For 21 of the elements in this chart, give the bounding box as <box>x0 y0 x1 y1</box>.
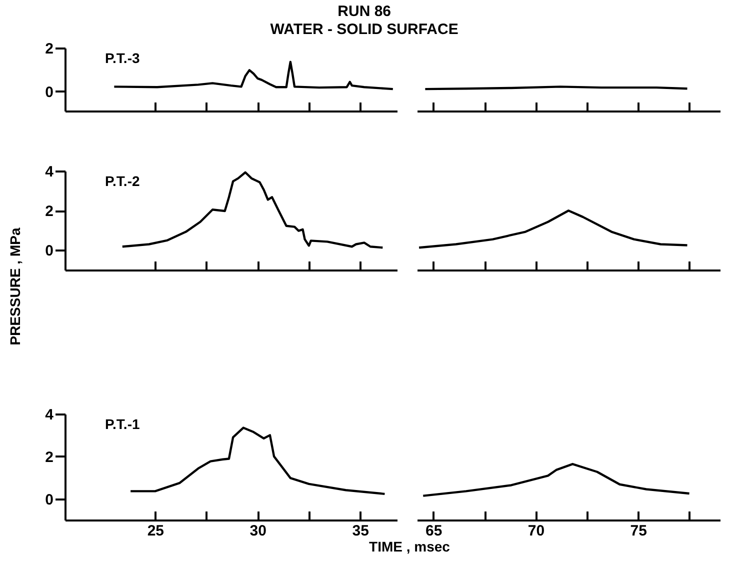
x-tick-label: 35 <box>352 522 369 540</box>
x-tick-label: 25 <box>147 522 164 540</box>
annotation: P.T.-2 <box>105 173 140 189</box>
y-tick-label: 0 <box>45 491 54 508</box>
x-tick-label: 65 <box>426 522 442 540</box>
annotation: P.T.-3 <box>105 50 140 66</box>
annotation: P.T.-1 <box>105 416 140 432</box>
chart-subtitle: WATER - SOLID SURFACE <box>270 21 458 38</box>
y-axis-title: PRESSURE , MPa <box>7 228 24 346</box>
x-tick-label: 30 <box>250 522 266 540</box>
y-tick-label: 2 <box>45 40 54 58</box>
y-tick-label: 0 <box>45 84 54 101</box>
x-tick-label: 70 <box>528 522 545 540</box>
y-tick-label: 2 <box>45 448 54 466</box>
y-tick-label: 4 <box>45 406 54 424</box>
y-tick-label: 4 <box>45 164 54 180</box>
x-axis-title: TIME , msec <box>369 538 450 554</box>
chart-title: RUN 86 <box>338 3 392 20</box>
y-tick-label: 0 <box>45 242 54 260</box>
y-tick-label: 2 <box>45 203 54 220</box>
x-tick-label: 75 <box>630 522 647 540</box>
